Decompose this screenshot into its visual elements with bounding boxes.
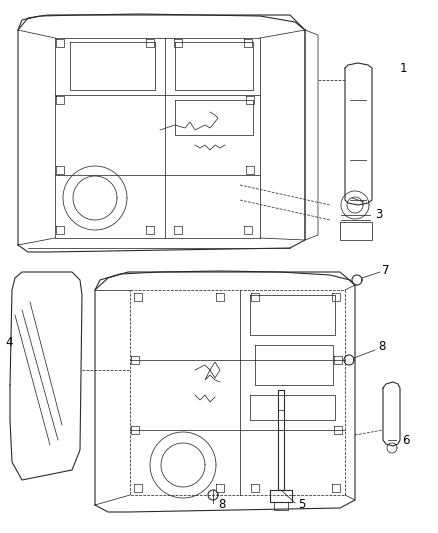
Text: 8: 8 <box>378 341 385 353</box>
Text: 6: 6 <box>402 433 410 447</box>
Text: 8: 8 <box>218 498 226 512</box>
Text: 7: 7 <box>382 263 389 277</box>
Polygon shape <box>352 275 362 285</box>
Text: 5: 5 <box>298 498 305 512</box>
Polygon shape <box>208 490 218 500</box>
Text: 4: 4 <box>5 335 13 349</box>
Polygon shape <box>344 355 354 365</box>
Text: 1: 1 <box>400 61 407 75</box>
Text: 3: 3 <box>375 208 382 222</box>
